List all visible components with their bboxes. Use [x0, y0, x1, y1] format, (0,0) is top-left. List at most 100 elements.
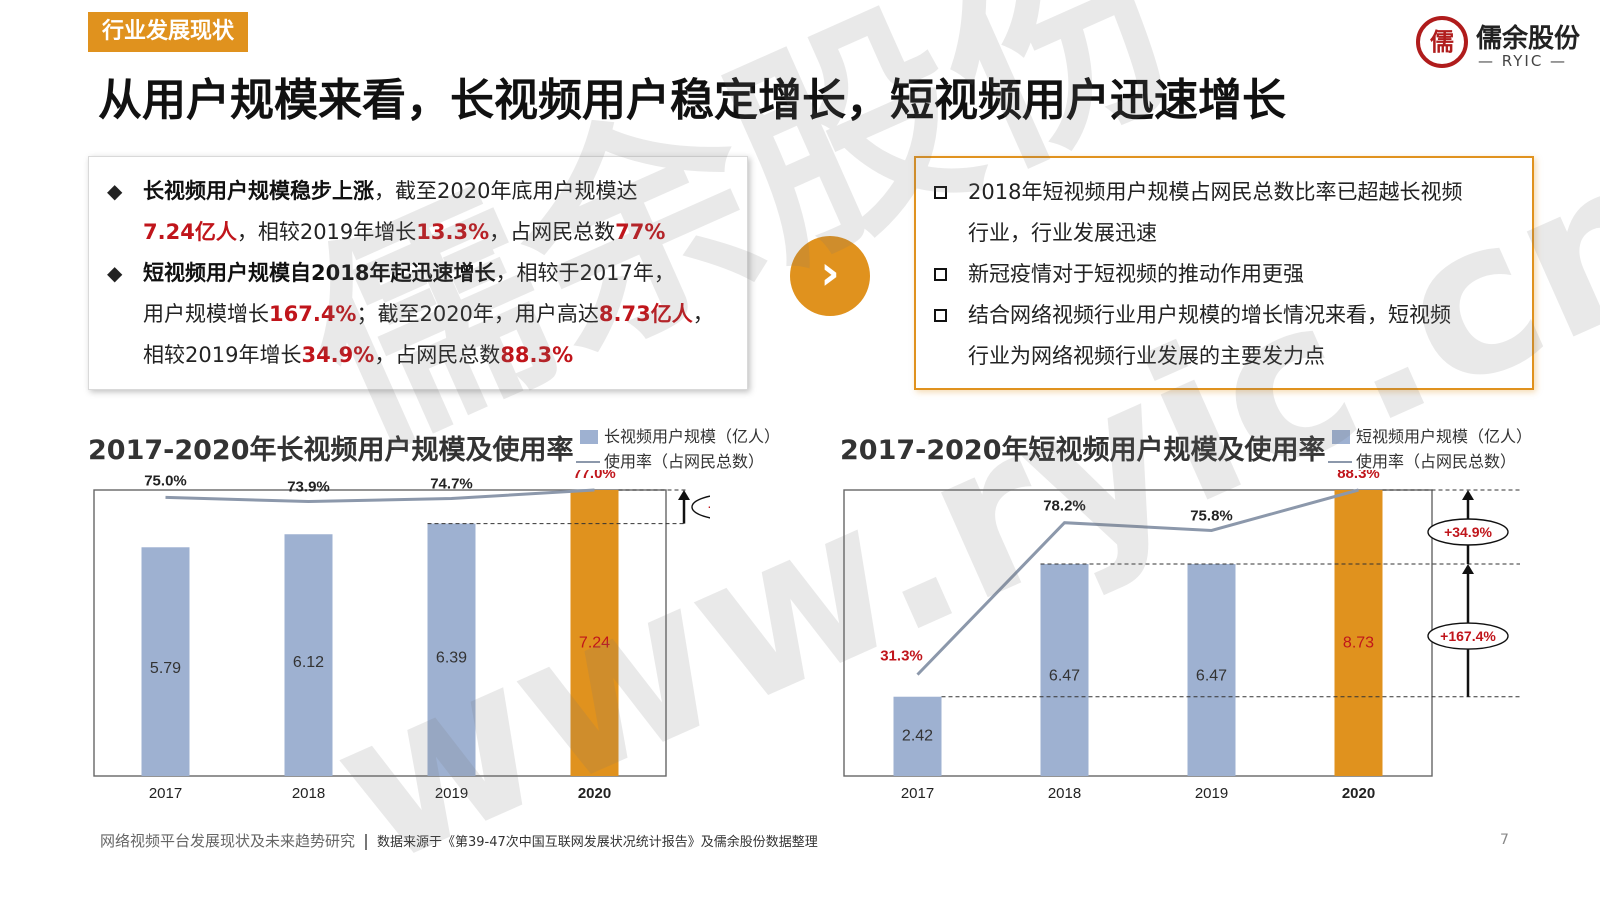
legend-line: [576, 461, 600, 463]
bar-value-label: 8.73: [1343, 634, 1374, 651]
legend-label: 长视频用户规模（亿人）: [604, 427, 781, 446]
conclusion-text: 行业为网络视频行业发展的主要发力点: [968, 344, 1325, 368]
x-tick-label: 2019: [435, 785, 468, 802]
conclusion-text: 新冠疫情对于短视频的推动作用更强: [968, 262, 1304, 286]
legend-item-bar: 短视频用户规模（亿人）: [1326, 424, 1532, 449]
legend-label: 短视频用户规模（亿人）: [1356, 427, 1533, 446]
legend-item-bar: 长视频用户规模（亿人）: [574, 424, 780, 449]
footer-source: 数据来源于《第39-47次中国互联网发展状况统计报告》及儒余股份数据整理: [377, 835, 818, 850]
short-video-chart: 2.42 2017 6.47 2018 6.47 2019 8.73 2020 31.3% 78.…: [843, 470, 1520, 802]
x-tick-label: 2019: [1195, 785, 1228, 802]
line-value-label: 75.8%: [1190, 507, 1233, 524]
highlight-value: 7.24亿人: [143, 220, 237, 244]
growth-badge: [1427, 518, 1509, 546]
legend-line: [1328, 461, 1352, 463]
bullet-text: ，截至2020年底用户规模达: [374, 179, 638, 203]
growth-badge: [1427, 622, 1509, 650]
legend-item-line: 使用率（占网民总数）: [574, 449, 780, 474]
bullet-text: ，占网民总数: [374, 343, 501, 367]
logo-name: 儒余股份: [1476, 24, 1581, 54]
section-tag: 行业发展现状: [88, 12, 249, 52]
conclusion-text: 2018年短视频用户规模占网民总数比率已超越长视频: [968, 180, 1463, 204]
x-tick-label: 2017: [901, 785, 934, 802]
highlight-value: 13.3%: [416, 220, 490, 244]
plot-frame: [93, 489, 667, 777]
bar: [893, 696, 942, 776]
line-value-label: 73.9%: [287, 479, 330, 496]
bullet-text: ，相较于2017年，: [495, 261, 675, 285]
x-tick-label: 2017: [149, 785, 182, 802]
legend-label: 使用率（占网民总数）: [604, 452, 765, 471]
bullet-heading: 短视频用户规模自2018年起迅速增长: [143, 261, 496, 285]
conclusion-item: 2018年短视频用户规模占网民总数比率已超越长视频: [932, 172, 1522, 213]
usage-rate-line: [165, 488, 595, 504]
checkbox-bullet-icon: [934, 268, 947, 281]
arrow-up-icon: [1462, 564, 1474, 575]
logo-subtitle: — RYIC —: [1478, 52, 1568, 70]
highlight-value: 34.9%: [301, 343, 375, 367]
logo-emblem-icon: 儒: [1416, 16, 1468, 68]
legend-swatch: [1332, 430, 1350, 444]
bullet-text: ，占网民总数: [489, 220, 616, 244]
arrow-up-icon: [678, 490, 690, 500]
page-number: 7: [1500, 832, 1509, 848]
bar: [1334, 490, 1383, 776]
bullet-text: ，: [692, 302, 714, 326]
bar-value-label: 6.39: [436, 649, 467, 666]
checkbox-bullet-icon: [934, 186, 947, 199]
highlight-value: 88.3%: [500, 343, 574, 367]
bar: [570, 490, 619, 776]
bullet-short-video: ◆ 短视频用户规模自2018年起迅速增长，相较于2017年，: [107, 253, 733, 294]
line-value-label: 88.3%: [1337, 470, 1380, 482]
conclusion-item: 新冠疫情对于短视频的推动作用更强: [932, 254, 1522, 295]
footer-report-name: 网络视频平台发展现状及未来趋势研究: [100, 832, 356, 850]
bullet-long-video: ◆ 长视频用户规模稳步上涨，截至2020年底用户规模达: [107, 171, 733, 212]
highlight-value: 8.73亿人: [598, 302, 693, 326]
bullet-continuation: 用户规模增长167.4%；截至2020年，用户高达8.73亿人，: [107, 294, 733, 335]
bullet-continuation: 相较2019年增长34.9%，占网民总数88.3%: [107, 335, 733, 376]
line-value-label: 78.2%: [1043, 498, 1086, 515]
highlight-value: 77%: [615, 220, 666, 244]
bullet-text: 相较2019年增长: [143, 343, 302, 367]
x-tick-label: 2018: [1048, 785, 1081, 802]
next-arrow-button[interactable]: ›: [790, 236, 870, 316]
bar-value-label: 6.12: [293, 654, 324, 671]
chart-title-short-video: 2017-2020年短视频用户规模及使用率: [840, 435, 1326, 466]
diamond-bullet-icon: ◆: [107, 261, 123, 285]
bar-value-label: 2.42: [902, 727, 933, 744]
bar: [1040, 564, 1089, 776]
bar-value-label: 7.24: [579, 634, 610, 651]
bar: [427, 523, 476, 776]
growth-badge: [691, 495, 710, 519]
highlight-value: 167.4%: [269, 302, 357, 326]
long-video-chart: 5.79 2017 6.12 2018 6.39 2019 7.24 2020 75.0% 73.…: [93, 470, 710, 802]
chart-legend-short-video: 短视频用户规模（亿人） 使用率（占网民总数）: [1326, 424, 1532, 474]
usage-rate-line: [916, 488, 1359, 676]
chart-title-long-video: 2017-2020年长视频用户规模及使用率: [88, 435, 574, 466]
legend-swatch: [580, 430, 598, 444]
bar: [1187, 564, 1236, 776]
chart-legend-long-video: 长视频用户规模（亿人） 使用率（占网民总数）: [574, 424, 780, 474]
bar: [284, 534, 333, 776]
conclusion-box: 2018年短视频用户规模占网民总数比率已超越长视频 行业，行业发展迅速 新冠疫情…: [914, 156, 1534, 390]
bar-value-label: 5.79: [150, 660, 181, 677]
x-tick-label: 2018: [292, 785, 325, 802]
bullet-text: 用户规模增长: [143, 302, 269, 326]
diamond-bullet-icon: ◆: [107, 179, 123, 203]
bar-value-label: 6.47: [1196, 668, 1227, 685]
bullet-text: ；截至2020年，用户高达: [356, 302, 599, 326]
legend-label: 使用率（占网民总数）: [1356, 452, 1517, 471]
conclusion-item-continuation: 行业为网络视频行业发展的主要发力点: [932, 336, 1522, 377]
chevron-right-icon: ›: [820, 245, 840, 301]
bar: [141, 547, 190, 776]
bullet-heading: 长视频用户规模稳步上涨: [143, 179, 374, 203]
line-value-label: 74.7%: [430, 476, 473, 493]
footer-separator: [365, 833, 368, 850]
company-logo: 儒 儒余股份 — RYIC —: [1416, 16, 1586, 76]
arrow-up-icon: [1462, 490, 1474, 500]
conclusion-text: 结合网络视频行业用户规模的增长情况来看，短视频: [968, 303, 1451, 327]
bar-value-label: 6.47: [1049, 668, 1080, 685]
page-title: 从用户规模来看，长视频用户稳定增长，短视频用户迅速增长: [98, 75, 1286, 126]
line-value-label: 31.3%: [880, 648, 923, 665]
x-tick-label: 2020: [578, 785, 611, 802]
